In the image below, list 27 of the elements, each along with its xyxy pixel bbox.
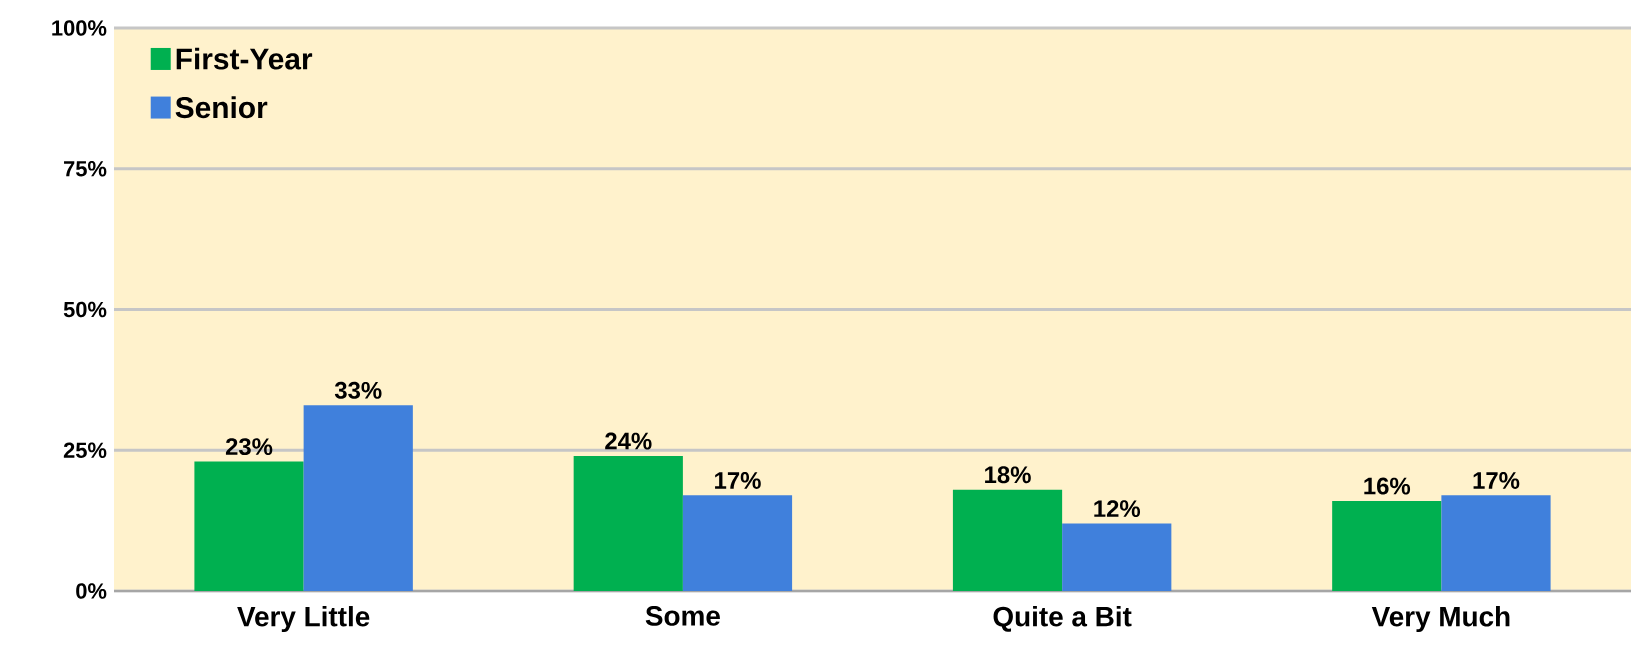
y-tick-label: 100% xyxy=(52,20,107,36)
y-tick-label: 25% xyxy=(63,442,107,459)
bar xyxy=(573,455,683,591)
x-tick-label: Very Little xyxy=(237,606,370,633)
text: 12% xyxy=(1094,500,1141,518)
text: 17% xyxy=(715,472,761,489)
x-tick-label: Quite a Bit xyxy=(993,606,1132,632)
bar xyxy=(1441,495,1551,591)
y-tick-label: 75% xyxy=(64,161,107,177)
bar xyxy=(682,495,793,591)
bar xyxy=(952,489,1063,591)
legend-label: Senior xyxy=(175,96,268,119)
text: 23% xyxy=(225,438,273,456)
x-tick-label: Some xyxy=(645,606,720,626)
legend-label: First-Year xyxy=(176,47,313,70)
x-tick-label: Very Much xyxy=(1371,606,1510,633)
text: 33% xyxy=(334,381,382,399)
bar xyxy=(303,405,413,591)
y-tick-label: 0% xyxy=(76,583,107,599)
y-tick-label: 50% xyxy=(63,301,107,318)
bar xyxy=(194,461,304,591)
text: 24% xyxy=(605,432,652,450)
text: 18% xyxy=(985,466,1031,484)
bar xyxy=(1062,523,1172,591)
bar xyxy=(1332,500,1442,591)
text: 16% xyxy=(1364,477,1411,495)
text: 17% xyxy=(1473,472,1520,489)
